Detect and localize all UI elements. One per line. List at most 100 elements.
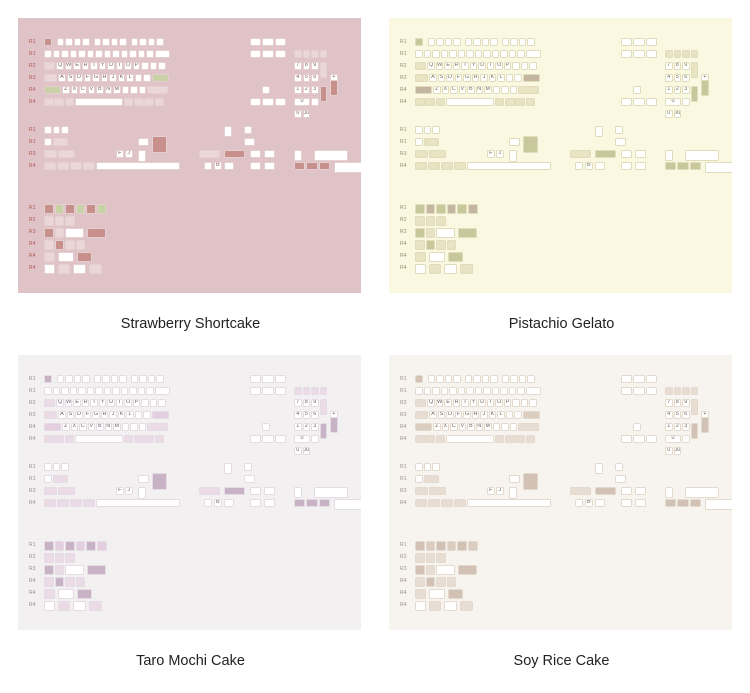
shift-key — [44, 423, 62, 431]
letter-key: V — [458, 423, 467, 431]
mod-extra-key — [204, 162, 212, 170]
mod-extra-key — [306, 499, 318, 507]
novelty-key — [65, 541, 75, 551]
numpad-plus-key — [319, 62, 328, 79]
letter-key: H — [471, 74, 480, 82]
numpad-key: 4 — [665, 411, 673, 419]
letter-key: G — [463, 411, 471, 419]
number-key — [52, 50, 61, 58]
letter-key: Y — [469, 62, 478, 70]
numpad-key — [682, 387, 690, 395]
letter-key: R — [81, 399, 90, 407]
row-label: R4 — [400, 578, 407, 584]
modifier-key — [54, 98, 64, 106]
nav-key — [645, 375, 657, 383]
caps-key — [44, 74, 58, 82]
modifier-key — [123, 98, 134, 106]
number-key — [440, 50, 449, 58]
homing-key: F — [487, 150, 495, 158]
caps-key — [415, 74, 429, 82]
mod-extra-key — [250, 162, 262, 170]
number-key — [78, 387, 86, 395]
function-key — [93, 38, 102, 46]
number-key — [103, 387, 112, 395]
numpad-key: 1 — [294, 86, 302, 94]
letter-key: D — [75, 411, 83, 419]
row-label: R3 — [400, 229, 407, 235]
mod-extra-key — [83, 499, 96, 507]
letter-key: F — [83, 411, 92, 419]
numpad-key — [302, 387, 311, 395]
nav-key — [621, 387, 633, 395]
novelty-key — [415, 216, 425, 226]
mod-extra-key — [58, 487, 76, 495]
novelty-key — [44, 216, 54, 226]
nav-key — [645, 387, 657, 395]
nav-key — [250, 387, 262, 395]
mod-extra-key — [423, 475, 439, 483]
number-key — [112, 387, 120, 395]
numpad-key: 3 — [311, 86, 319, 94]
numpad-key — [294, 50, 302, 58]
numpad-key — [311, 50, 319, 58]
function-key — [56, 375, 65, 383]
letter-key: U — [478, 62, 486, 70]
numpad-key: 1 — [294, 423, 302, 431]
symbol-key — [138, 86, 147, 94]
mod-extra-key — [44, 463, 52, 471]
letter-key: K — [117, 74, 126, 82]
row-label: R2 — [29, 217, 36, 223]
novelty-key — [72, 601, 87, 611]
function-key — [82, 38, 90, 46]
function-key — [65, 38, 73, 46]
mod-extra-key — [595, 463, 603, 474]
symbol-key — [158, 62, 166, 70]
arrow-key — [250, 98, 262, 106]
nav-key — [645, 50, 657, 58]
number-key — [129, 50, 137, 58]
arrow-key — [262, 86, 270, 94]
novelty-key — [436, 216, 446, 226]
row-label: R4 — [400, 87, 407, 93]
row-label: R3 — [29, 566, 36, 572]
esc-key — [415, 375, 423, 383]
numpad-key: 5 — [302, 74, 311, 82]
mod-extra-key — [264, 150, 276, 158]
numpad-key: 0 — [294, 447, 302, 455]
letter-key: H — [100, 411, 109, 419]
numpad-key: 8 — [673, 399, 682, 407]
row-label: R4 — [400, 253, 407, 259]
numpad-key: 6 — [682, 411, 690, 419]
letter-key: A — [58, 411, 66, 419]
homing-key: B — [585, 499, 593, 507]
function-key — [490, 375, 498, 383]
novelty-key — [415, 228, 425, 238]
row-label: R1 — [400, 476, 407, 482]
function-key — [518, 38, 527, 46]
function-key — [110, 375, 119, 383]
set-name-caption: Taro Mochi Cake — [136, 653, 245, 669]
number-key — [517, 387, 525, 395]
number-key — [415, 387, 423, 395]
function-key — [518, 375, 527, 383]
function-key — [444, 38, 453, 46]
letter-key: I — [115, 399, 124, 407]
function-key — [147, 38, 156, 46]
symbol-key — [514, 411, 522, 419]
number-key — [61, 50, 69, 58]
row-label: R4 — [29, 163, 36, 169]
symbol-key — [134, 411, 143, 419]
mod-extra-key — [57, 499, 70, 507]
letter-key: G — [92, 74, 100, 82]
novelty-key — [44, 601, 56, 611]
modifier-key — [505, 435, 515, 443]
modifier-key — [415, 98, 425, 106]
homing-key: J — [125, 150, 133, 158]
spacebar — [446, 435, 494, 443]
mod-extra-key — [429, 487, 447, 495]
mod-extra-key — [423, 138, 439, 146]
symbol-key — [509, 423, 518, 431]
letter-key: V — [87, 423, 96, 431]
modifier-key — [123, 435, 134, 443]
spacebar-alt — [314, 487, 349, 498]
